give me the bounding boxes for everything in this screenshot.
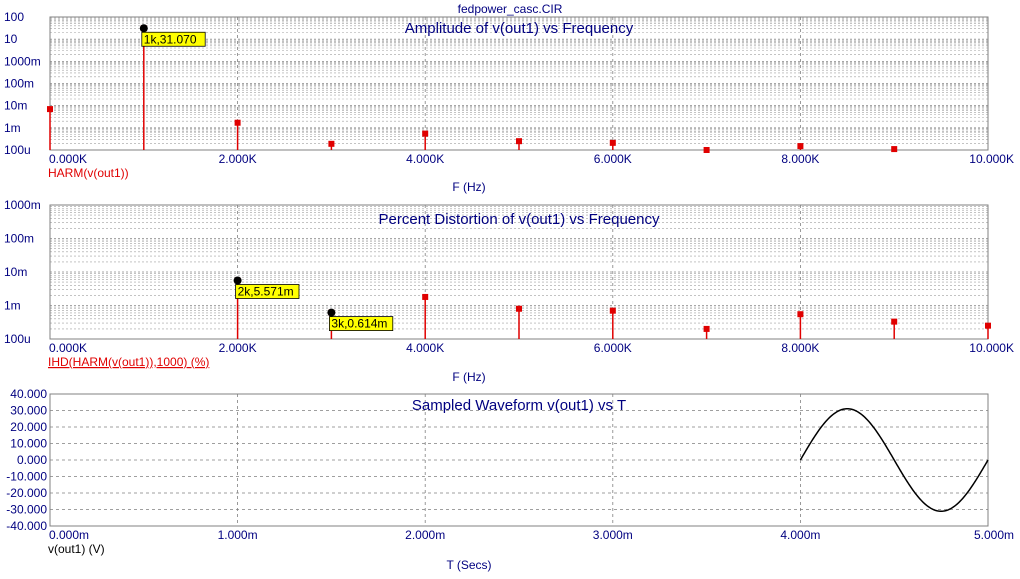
x-tick-label: 2.000K — [219, 152, 257, 166]
x-tick-label: 0.000K — [49, 341, 87, 355]
chart-title: Percent Distortion of v(out1) vs Frequen… — [379, 211, 660, 228]
data-point — [234, 119, 241, 126]
y-tick-label: 100u — [4, 332, 31, 346]
x-tick-label: 8.000K — [781, 152, 819, 166]
x-tick-label: 6.000K — [594, 152, 632, 166]
cursor-marker-dot — [139, 24, 148, 33]
data-point — [985, 322, 991, 329]
y-tick-label: 100m — [4, 77, 34, 91]
y-tick-label: 1000m — [4, 54, 41, 68]
y-tick-label: 0.000 — [17, 453, 47, 467]
grid-lines — [50, 394, 988, 526]
y-tick-label: 30.000 — [10, 404, 47, 418]
chart-amplitude: 100 10 1000m 100m 10m 1m 100u 0.000K 2.000K 4.000… — [4, 10, 1014, 194]
y-tick-label: 10m — [4, 265, 27, 279]
x-tick-label: 4.000K — [406, 152, 444, 166]
y-tick-label: 100m — [4, 232, 34, 246]
y-tick-label: 100 — [4, 10, 24, 24]
x-tick-label: 10.000K — [969, 341, 1014, 355]
data-point — [328, 140, 335, 147]
x-tick-label: 10.000K — [969, 152, 1014, 166]
y-tick-label: 10m — [4, 99, 27, 113]
data-point — [422, 130, 429, 137]
data-point — [609, 307, 616, 314]
x-axis-label: F (Hz) — [452, 180, 485, 194]
y-tick-label: 20.000 — [10, 420, 47, 434]
x-tick-label: 3.000m — [593, 528, 633, 542]
y-tick-label: 1m — [4, 121, 21, 135]
data-point — [797, 311, 804, 318]
data-point — [891, 318, 898, 325]
x-tick-label: 8.000K — [781, 341, 819, 355]
x-tick-label: 4.000K — [406, 341, 444, 355]
x-tick-label: 2.000m — [405, 528, 445, 542]
data-point — [516, 305, 522, 312]
x-tick-label: 2.000K — [219, 341, 257, 355]
y-tick-label: -10.000 — [6, 470, 47, 484]
chart-waveform: 40.000 30.000 20.000 10.000 0.000 -10.000 -20.… — [6, 387, 1014, 572]
x-tick-label: 0.000m — [49, 528, 89, 542]
grid-lines — [50, 16, 988, 150]
y-tick-label: 10 — [4, 32, 18, 46]
x-axis-label: T (Secs) — [446, 558, 491, 572]
x-tick-label: 1.000m — [218, 528, 258, 542]
x-axis-label: F (Hz) — [452, 370, 485, 384]
data-point — [797, 143, 804, 150]
cursor-label: 1k,31.070 — [144, 32, 197, 46]
y-tick-label: 1000m — [4, 198, 41, 212]
data-point — [47, 106, 53, 113]
waveform-line — [799, 407, 989, 513]
data-series: 1k,31.070 — [47, 24, 898, 153]
cursor-label: 2k,5.571m — [238, 285, 294, 299]
y-tick-label: -40.000 — [6, 519, 47, 533]
data-point — [891, 146, 898, 153]
chart-title: Sampled Waveform v(out1) vs T — [412, 397, 626, 414]
cursor-label-box — [141, 31, 206, 47]
cursor-label: 3k,0.614m — [331, 317, 387, 331]
data-point — [609, 139, 616, 146]
y-tick-label: 100u — [4, 143, 31, 157]
y-axis-label: IHD(HARM(v(out1)),1000) (%) — [48, 355, 209, 369]
x-tick-label: 6.000K — [594, 341, 632, 355]
x-tick-label: 5.000m — [974, 528, 1014, 542]
data-point — [422, 293, 429, 300]
data-point — [516, 138, 522, 145]
y-tick-label: 40.000 — [10, 387, 47, 401]
y-axis-label: v(out1) (V) — [48, 542, 105, 556]
data-point — [703, 325, 710, 332]
cursor-label-box — [235, 284, 300, 299]
cursor-marker-dot — [233, 276, 242, 285]
x-tick-label: 4.000m — [780, 528, 820, 542]
data-point — [703, 147, 710, 153]
y-tick-label: -30.000 — [6, 503, 47, 517]
grid-lines — [50, 204, 988, 339]
y-tick-label: 1m — [4, 299, 21, 313]
cursor-label-box — [328, 316, 394, 331]
window-title: fedpower_casc.CIR — [458, 2, 563, 16]
y-axis-label: HARM(v(out1)) — [48, 166, 129, 180]
y-tick-label: -20.000 — [6, 486, 47, 500]
x-tick-label: 0.000K — [49, 152, 87, 166]
cursor-marker-dot — [327, 308, 336, 317]
data-series: 2k,5.571m 3k,0.614m — [233, 276, 991, 339]
chart-distortion: 1000m 100m 10m 1m 100u 0.000K 2.000K 4.000K 6.00… — [4, 198, 1014, 384]
y-tick-label: 10.000 — [10, 437, 47, 451]
chart-title: Amplitude of v(out1) vs Frequency — [405, 20, 634, 37]
